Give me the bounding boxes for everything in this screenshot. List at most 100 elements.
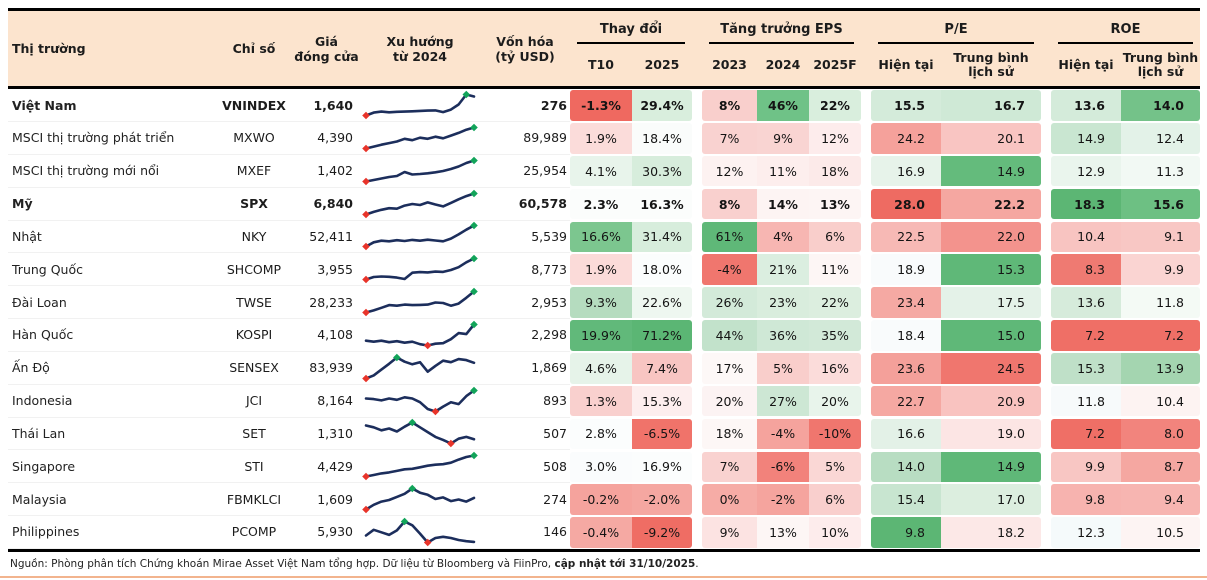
heat-cell: 7.4% — [632, 353, 692, 384]
heat-cell: 18.0% — [632, 254, 692, 285]
heat-cell: 13.6 — [1051, 90, 1121, 121]
table-row: MSCI thị trường phát triển MXWO 4,390 89,98… — [8, 122, 1200, 155]
heat-cell: -6% — [757, 451, 809, 483]
heat-cell: 16.7 — [941, 90, 1041, 121]
heat-cell: 18.9 — [871, 254, 941, 285]
index-cell: SET — [215, 417, 293, 451]
heat-cell: 26% — [702, 287, 757, 318]
heat-cell: 4.1% — [570, 155, 632, 187]
heat-cell: 18.4% — [632, 123, 692, 154]
heat-cell: 9.1 — [1121, 221, 1200, 253]
heat-cell: 8.0 — [1121, 418, 1200, 450]
index-cell: JCI — [215, 385, 293, 418]
heat-cell: 27% — [757, 385, 809, 417]
heat-cell: 9.4 — [1121, 484, 1200, 515]
heat-cell: 4% — [757, 221, 809, 253]
index-cell: SHCOMP — [215, 253, 293, 287]
heat-cell: 18.3 — [1051, 188, 1121, 220]
spark-max-icon — [470, 287, 478, 296]
heat-cell: 1.9% — [570, 254, 632, 285]
heat-cell: 36% — [757, 320, 809, 351]
mcap-cell: 2,298 — [480, 319, 570, 352]
price-cell: 3,955 — [293, 253, 360, 287]
heat-cell: 9.3% — [570, 287, 632, 318]
heat-cell: 46% — [757, 90, 809, 121]
sparkline — [364, 320, 478, 350]
col-header-eps2024: 2024 — [765, 56, 801, 72]
spark-min-icon — [362, 505, 370, 514]
col-header-roe-hist: Trung bình lịch sử — [1122, 49, 1199, 79]
heat-cell: 22.2 — [941, 188, 1041, 220]
market-cell: Trung Quốc — [8, 253, 215, 287]
heat-cell: 28.0 — [871, 188, 941, 220]
heat-cell: 23.6 — [871, 353, 941, 384]
price-cell: 5,930 — [293, 516, 360, 549]
heat-cell: -0.2% — [570, 484, 632, 515]
market-cell: Việt Nam — [8, 89, 215, 122]
heat-cell: 61% — [702, 221, 757, 253]
heat-cell: 22% — [809, 287, 861, 318]
mcap-cell: 25,954 — [480, 155, 570, 188]
heat-cell: 11.3 — [1121, 155, 1200, 187]
mcap-cell: 8,773 — [480, 253, 570, 287]
heat-cell: 5% — [757, 353, 809, 384]
sparkline-cell — [360, 385, 480, 418]
mcap-cell: 508 — [480, 450, 570, 484]
heat-cell: 6% — [809, 484, 861, 515]
heat-cell: 18.4 — [871, 320, 941, 351]
heat-cell: 0% — [702, 484, 757, 515]
heat-cell: 15.6 — [1121, 188, 1200, 220]
index-cell: TWSE — [215, 286, 293, 320]
index-cell: STI — [215, 450, 293, 484]
heat-cell: 71.2% — [632, 320, 692, 351]
sparkline-cell — [360, 352, 480, 385]
heat-cell: 22.0 — [941, 221, 1041, 253]
market-cell: Hàn Quốc — [8, 319, 215, 352]
sparkline-cell — [360, 319, 480, 352]
spark-min-icon — [362, 374, 370, 383]
sparkline-cell — [360, 89, 480, 122]
heat-cell: 2.8% — [570, 418, 632, 450]
table-row: Hàn Quốc KOSPI 4,108 2,298 19.9% 71.2% 44% 36% 3… — [8, 319, 1200, 352]
price-cell: 83,939 — [293, 352, 360, 385]
col-header-trend: Xu hướng từ 2024 — [386, 33, 454, 64]
price-cell: 1,640 — [293, 89, 360, 122]
price-cell: 52,411 — [293, 220, 360, 254]
heat-cell: 6% — [809, 221, 861, 253]
col-header-eps2023: 2023 — [712, 56, 747, 72]
col-header-pe-current: Hiện tại — [878, 56, 934, 72]
spark-max-icon — [470, 123, 478, 132]
spark-max-icon — [470, 222, 478, 230]
group-header-eps-growth: Tăng trưởng EPS — [702, 11, 861, 44]
heat-cell: 8.7 — [1121, 451, 1200, 483]
market-cell: Philippines — [8, 516, 215, 549]
heat-cell: 18.2 — [941, 517, 1041, 548]
market-cell: Singapore — [8, 450, 215, 484]
price-cell: 1,402 — [293, 155, 360, 188]
col-header-t10: T10 — [588, 56, 614, 72]
price-cell: 1,609 — [293, 483, 360, 517]
mcap-cell: 893 — [480, 385, 570, 418]
heat-cell: 14.9 — [1051, 123, 1121, 154]
heat-cell: 24.5 — [941, 353, 1041, 384]
heat-cell: 7.2 — [1121, 320, 1200, 351]
index-cell: MXEF — [215, 155, 293, 188]
mcap-cell: 2,953 — [480, 286, 570, 320]
heat-cell: 19.0 — [941, 418, 1041, 450]
spark-max-icon — [393, 353, 401, 362]
heat-cell: 7.2 — [1051, 418, 1121, 450]
table-row: MSCI thị trường mới nổi MXEF 1,402 25,954 4.… — [8, 155, 1200, 188]
heat-cell: 8% — [702, 188, 757, 220]
heat-cell: -2.0% — [632, 484, 692, 515]
sparkline — [362, 254, 478, 284]
group-header-change: Thay đổi — [570, 11, 692, 44]
sparkline — [362, 189, 478, 218]
heat-cell: -2% — [757, 484, 809, 515]
col-header-roe-current: Hiện tại — [1058, 56, 1114, 72]
heat-cell: 14.0 — [1121, 90, 1200, 121]
sparkline-cell — [360, 450, 480, 484]
col-header-market: Thị trường — [12, 41, 86, 56]
spark-min-icon — [362, 111, 370, 120]
heat-cell: 16.6 — [871, 418, 941, 450]
mcap-cell: 5,539 — [480, 220, 570, 254]
